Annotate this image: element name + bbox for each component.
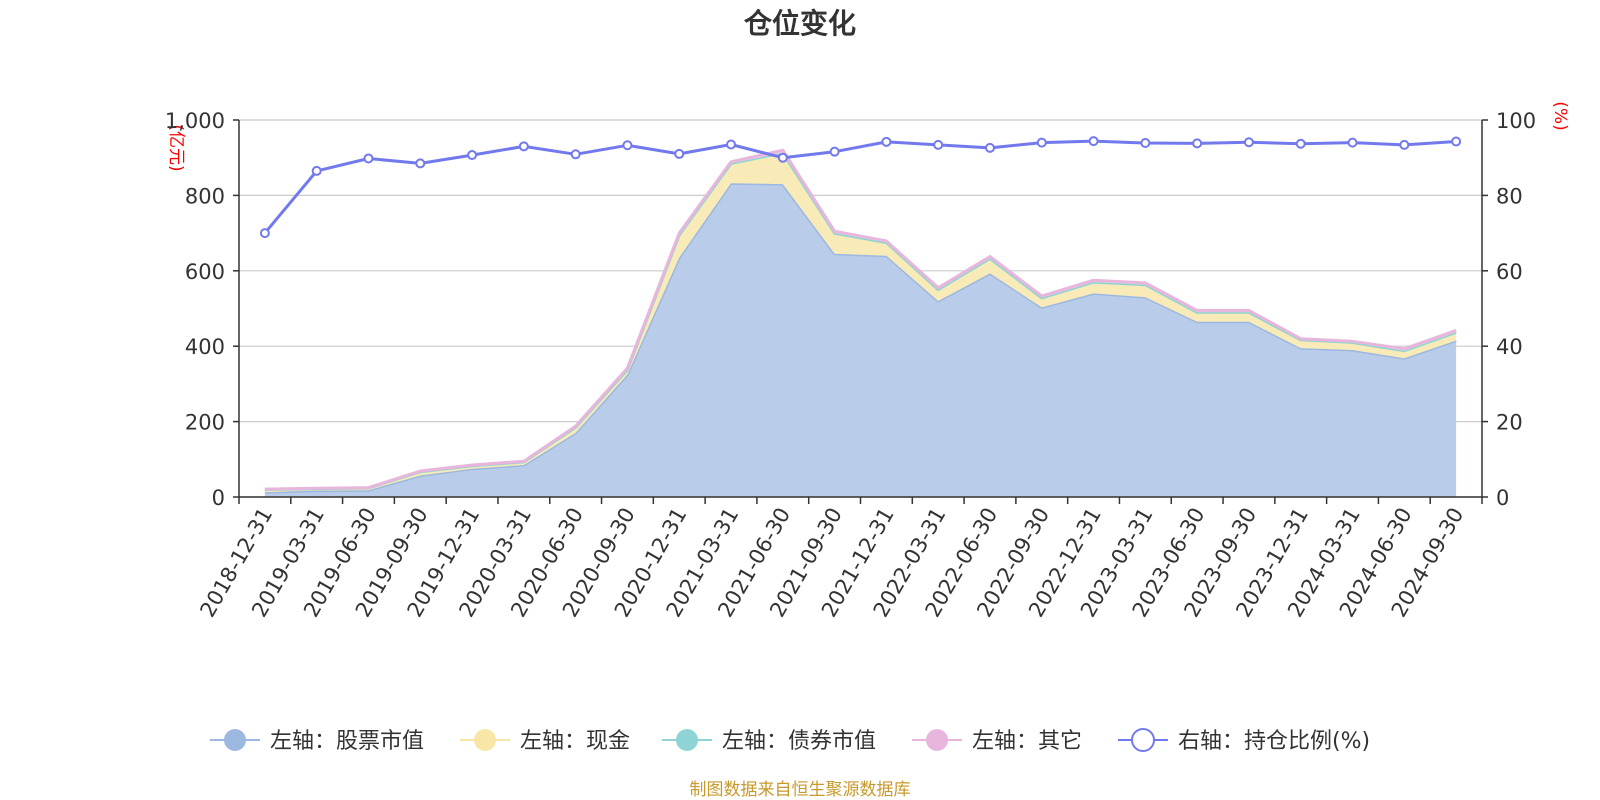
ratio-line-path: [263, 139, 1457, 235]
left-axis-unit: (亿元): [166, 124, 186, 171]
legend-marker: [474, 729, 496, 751]
source-note: 制图数据来自恒生聚源数据库: [690, 780, 911, 800]
chart-title: 仓位变化: [744, 7, 856, 40]
ratio-point: [363, 153, 374, 164]
right-tick-label: 100: [1496, 109, 1536, 133]
legend-label: 左轴：股票市值: [270, 729, 424, 754]
area-line-series-3: [264, 148, 1457, 491]
ratio-point: [984, 142, 995, 153]
ratio-point: [311, 165, 322, 176]
right-tick-label: 20: [1496, 411, 1523, 435]
right-axis-unit: (%): [1550, 101, 1570, 130]
ratio-point: [933, 139, 944, 150]
left-tick-label: 800: [185, 184, 225, 208]
ratio-point: [1451, 136, 1462, 147]
ratio-point: [1192, 138, 1203, 149]
left-tick-label: 0: [212, 486, 225, 510]
ratio-point: [1295, 138, 1306, 149]
legend-label: 左轴：现金: [520, 729, 630, 754]
right-tick-label: 60: [1496, 260, 1523, 284]
right-tick-label: 0: [1496, 486, 1509, 510]
legend-marker: [1131, 728, 1155, 752]
ratio-line: [259, 136, 1462, 239]
ratio-point: [622, 140, 633, 151]
left-tick-label: 1,000: [165, 109, 225, 133]
ratio-point: [1243, 137, 1254, 148]
ratio-point: [1088, 136, 1099, 147]
right-tick-label: 80: [1496, 184, 1523, 208]
ratio-point: [467, 150, 478, 161]
legend-marker: [224, 729, 246, 751]
ratio-point: [259, 228, 270, 239]
legend-item-0[interactable]: 左轴：股票市值: [210, 729, 424, 754]
legend-item-3[interactable]: 左轴：其它: [912, 729, 1082, 754]
area-series-0: [264, 183, 1457, 498]
legend-item-1[interactable]: 左轴：现金: [460, 729, 630, 754]
ratio-point: [829, 146, 840, 157]
ratio-point: [1140, 137, 1151, 148]
legend-label: 右轴：持仓比例(%): [1178, 729, 1370, 754]
ratio-point: [570, 149, 581, 160]
ratio-point: [881, 136, 892, 147]
ratio-point: [1347, 137, 1358, 148]
legend-item-4[interactable]: 右轴：持仓比例(%): [1118, 728, 1370, 754]
left-tick-label: 200: [185, 411, 225, 435]
legend-item-2[interactable]: 左轴：债券市值: [662, 729, 876, 754]
left-tick-label: 400: [185, 335, 225, 359]
right-tick-label: 40: [1496, 335, 1523, 359]
legend-label: 左轴：其它: [972, 729, 1082, 754]
ratio-point: [726, 139, 737, 150]
ratio-point: [777, 152, 788, 163]
ratio-point: [415, 158, 426, 169]
ratio-point: [1399, 139, 1410, 150]
legend-marker: [926, 729, 948, 751]
ratio-point: [674, 148, 685, 159]
stacked-areas: [264, 148, 1457, 498]
legend[interactable]: 左轴：股票市值 左轴：现金 左轴：债券市值 左轴：其它 右轴：持仓比例(%): [210, 728, 1370, 754]
left-tick-label: 600: [185, 260, 225, 284]
ratio-point: [518, 141, 529, 152]
legend-label: 左轴：债券市值: [722, 729, 876, 754]
ratio-point: [1036, 137, 1047, 148]
legend-marker: [676, 729, 698, 751]
